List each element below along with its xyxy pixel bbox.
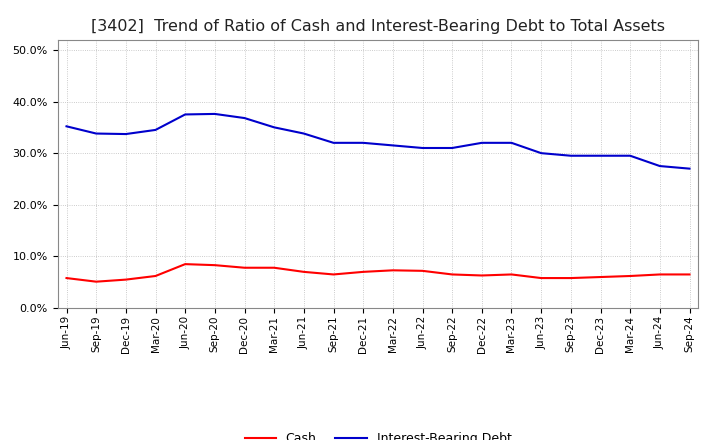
Interest-Bearing Debt xyxy=(626,153,634,158)
Cash xyxy=(537,275,546,281)
Line: Interest-Bearing Debt: Interest-Bearing Debt xyxy=(66,114,690,169)
Cash xyxy=(685,272,694,277)
Interest-Bearing Debt xyxy=(596,153,605,158)
Interest-Bearing Debt xyxy=(329,140,338,146)
Interest-Bearing Debt xyxy=(151,127,160,132)
Cash xyxy=(418,268,427,274)
Interest-Bearing Debt xyxy=(685,166,694,171)
Cash xyxy=(477,273,486,278)
Interest-Bearing Debt xyxy=(418,145,427,150)
Cash xyxy=(270,265,279,270)
Interest-Bearing Debt xyxy=(92,131,101,136)
Interest-Bearing Debt xyxy=(359,140,367,146)
Cash xyxy=(329,272,338,277)
Interest-Bearing Debt xyxy=(240,115,249,121)
Cash xyxy=(122,277,130,282)
Cash xyxy=(626,273,634,279)
Cash xyxy=(240,265,249,270)
Interest-Bearing Debt xyxy=(181,112,189,117)
Interest-Bearing Debt xyxy=(655,163,664,169)
Cash xyxy=(181,261,189,267)
Interest-Bearing Debt xyxy=(270,125,279,130)
Interest-Bearing Debt xyxy=(477,140,486,146)
Cash xyxy=(359,269,367,275)
Cash xyxy=(210,263,219,268)
Interest-Bearing Debt xyxy=(537,150,546,156)
Legend: Cash, Interest-Bearing Debt: Cash, Interest-Bearing Debt xyxy=(240,427,516,440)
Cash xyxy=(389,268,397,273)
Interest-Bearing Debt xyxy=(567,153,575,158)
Cash xyxy=(567,275,575,281)
Interest-Bearing Debt xyxy=(210,111,219,117)
Cash xyxy=(655,272,664,277)
Cash xyxy=(300,269,308,275)
Interest-Bearing Debt xyxy=(300,131,308,136)
Cash xyxy=(92,279,101,284)
Title: [3402]  Trend of Ratio of Cash and Interest-Bearing Debt to Total Assets: [3402] Trend of Ratio of Cash and Intere… xyxy=(91,19,665,34)
Interest-Bearing Debt xyxy=(62,124,71,129)
Interest-Bearing Debt xyxy=(507,140,516,146)
Cash xyxy=(596,275,605,280)
Cash xyxy=(448,272,456,277)
Cash xyxy=(507,272,516,277)
Cash xyxy=(62,275,71,281)
Line: Cash: Cash xyxy=(66,264,690,282)
Cash xyxy=(151,273,160,279)
Interest-Bearing Debt xyxy=(448,145,456,150)
Interest-Bearing Debt xyxy=(122,132,130,137)
Interest-Bearing Debt xyxy=(389,143,397,148)
